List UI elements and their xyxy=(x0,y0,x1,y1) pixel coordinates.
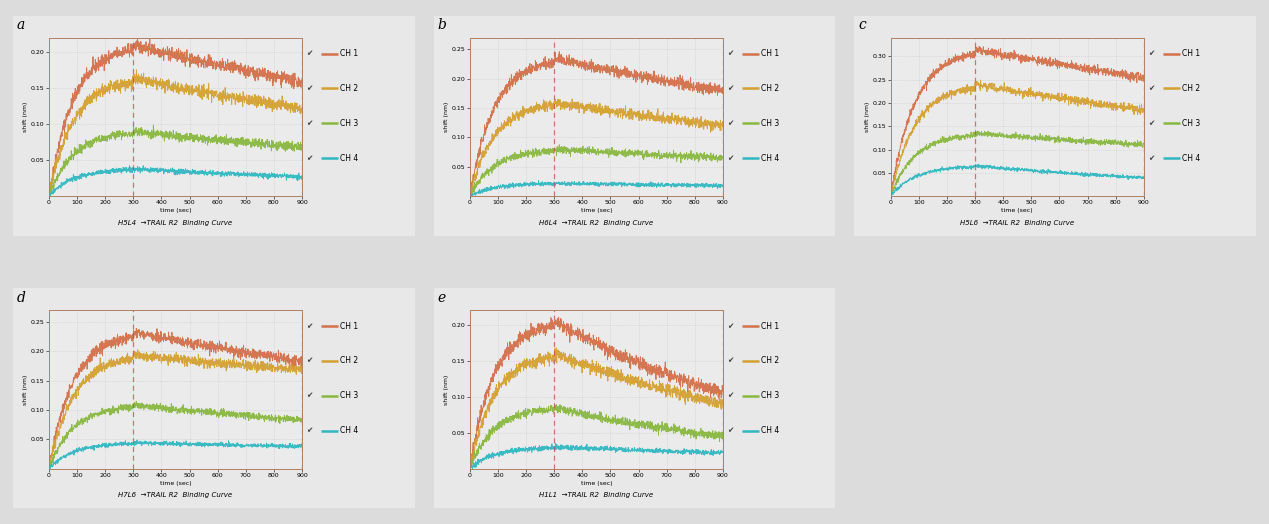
X-axis label: time (sec): time (sec) xyxy=(580,481,612,486)
Text: ✔: ✔ xyxy=(306,322,312,331)
Text: ✔: ✔ xyxy=(306,426,312,435)
Text: CH 1: CH 1 xyxy=(340,49,358,58)
X-axis label: time (sec): time (sec) xyxy=(160,481,192,486)
Text: CH 3: CH 3 xyxy=(340,391,359,400)
Text: e: e xyxy=(438,291,445,305)
Text: ✔: ✔ xyxy=(306,356,312,365)
Text: CH 4: CH 4 xyxy=(761,154,779,162)
Text: CH 2: CH 2 xyxy=(1183,84,1200,93)
X-axis label: time (sec): time (sec) xyxy=(1001,208,1033,213)
Text: ✔: ✔ xyxy=(1148,119,1155,128)
Text: CH 3: CH 3 xyxy=(761,391,779,400)
Text: CH 1: CH 1 xyxy=(1183,49,1200,58)
Text: b: b xyxy=(438,18,447,32)
Text: H5L6  →TRAIL R2  Binding Curve: H5L6 →TRAIL R2 Binding Curve xyxy=(961,220,1075,226)
X-axis label: time (sec): time (sec) xyxy=(160,208,192,213)
Text: CH 1: CH 1 xyxy=(761,49,779,58)
Text: ✔: ✔ xyxy=(306,84,312,93)
Text: CH 3: CH 3 xyxy=(761,119,779,128)
Text: ✔: ✔ xyxy=(727,154,733,162)
Text: CH 2: CH 2 xyxy=(761,356,779,365)
Text: a: a xyxy=(16,18,25,32)
Text: ✔: ✔ xyxy=(1148,84,1155,93)
Text: ✔: ✔ xyxy=(1148,49,1155,58)
Text: CH 4: CH 4 xyxy=(761,426,779,435)
Text: ✔: ✔ xyxy=(727,426,733,435)
Text: ✔: ✔ xyxy=(727,119,733,128)
Y-axis label: shift (nm): shift (nm) xyxy=(444,374,449,405)
Text: ✔: ✔ xyxy=(306,391,312,400)
Text: CH 4: CH 4 xyxy=(1183,154,1200,162)
X-axis label: time (sec): time (sec) xyxy=(580,208,612,213)
Text: CH 4: CH 4 xyxy=(340,154,359,162)
Text: ✔: ✔ xyxy=(306,154,312,162)
Text: CH 2: CH 2 xyxy=(340,356,358,365)
Text: ✔: ✔ xyxy=(727,84,733,93)
Text: ✔: ✔ xyxy=(727,322,733,331)
Text: H7L6  →TRAIL R2  Binding Curve: H7L6 →TRAIL R2 Binding Curve xyxy=(118,492,232,498)
Text: CH 4: CH 4 xyxy=(340,426,359,435)
Text: c: c xyxy=(858,18,865,32)
Y-axis label: shift (nm): shift (nm) xyxy=(23,102,28,132)
Text: ✔: ✔ xyxy=(727,49,733,58)
Text: ✔: ✔ xyxy=(1148,154,1155,162)
Text: H1L1  →TRAIL R2  Binding Curve: H1L1 →TRAIL R2 Binding Curve xyxy=(539,492,654,498)
Y-axis label: shift (nm): shift (nm) xyxy=(444,102,449,132)
Y-axis label: shift (nm): shift (nm) xyxy=(865,102,871,132)
Text: CH 1: CH 1 xyxy=(340,322,358,331)
Text: CH 2: CH 2 xyxy=(761,84,779,93)
Text: CH 2: CH 2 xyxy=(340,84,358,93)
Text: CH 3: CH 3 xyxy=(1183,119,1200,128)
Text: ✔: ✔ xyxy=(306,119,312,128)
Text: H5L4  →TRAIL R2  Binding Curve: H5L4 →TRAIL R2 Binding Curve xyxy=(118,220,232,226)
Text: ✔: ✔ xyxy=(727,356,733,365)
Text: ✔: ✔ xyxy=(306,49,312,58)
Text: CH 3: CH 3 xyxy=(340,119,359,128)
Text: CH 1: CH 1 xyxy=(761,322,779,331)
Text: H6L4  →TRAIL R2  Binding Curve: H6L4 →TRAIL R2 Binding Curve xyxy=(539,220,654,226)
Y-axis label: shift (nm): shift (nm) xyxy=(23,374,28,405)
Text: d: d xyxy=(16,291,25,305)
Text: ✔: ✔ xyxy=(727,391,733,400)
